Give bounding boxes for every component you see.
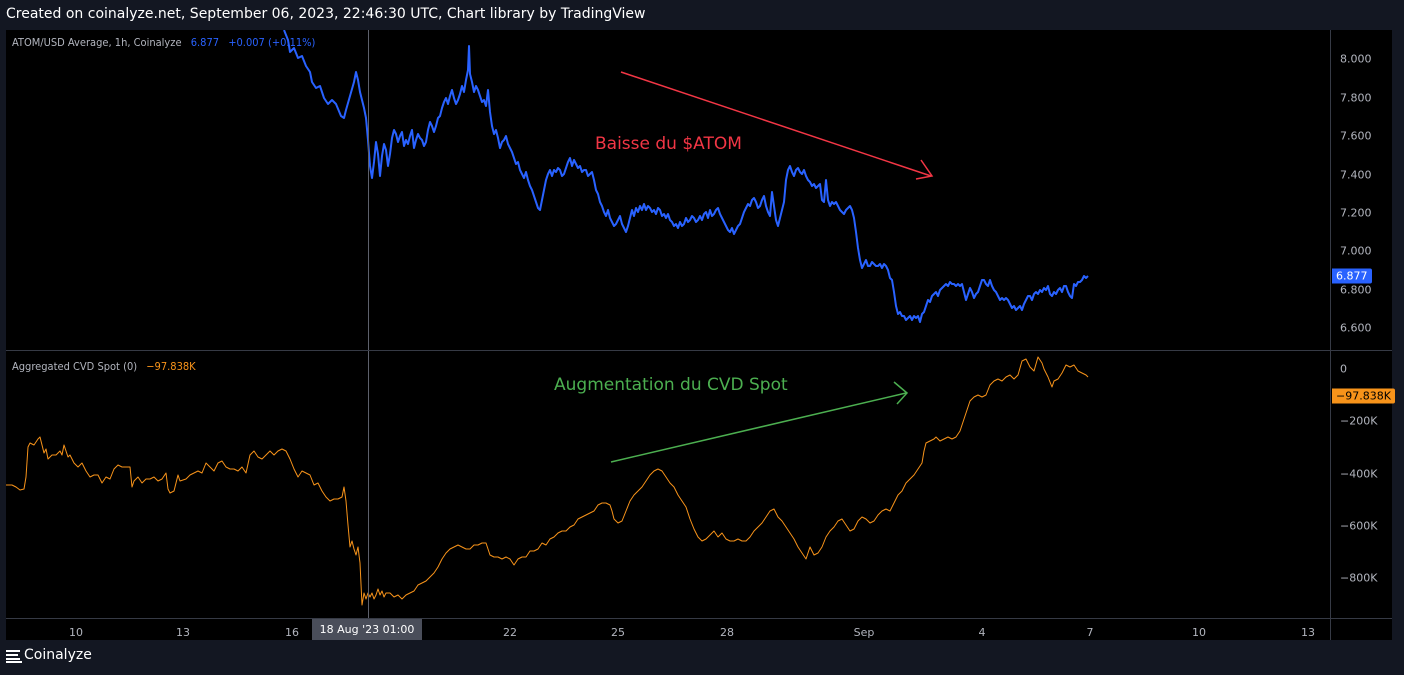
cvd-ytick: 0: [1340, 362, 1347, 376]
time-tick: 25: [611, 626, 625, 639]
time-tick: 13: [1301, 626, 1315, 639]
cvd-ytick: −600K: [1340, 519, 1378, 533]
time-axis-border: [6, 618, 1398, 619]
price-ytick: 7.800: [1340, 91, 1372, 105]
plot-area[interactable]: ATOM/USD Average, 1h, Coinalyze 6.877 +0…: [6, 30, 1330, 618]
price-legend-value: 6.877: [190, 36, 220, 49]
time-tick: 7: [1086, 626, 1094, 639]
cvd-ytick: −200K: [1340, 414, 1378, 428]
pane-separator[interactable]: [6, 350, 1398, 351]
price-ytick: 6.600: [1340, 321, 1372, 335]
cvd-legend-name: Aggregated CVD Spot (0): [12, 360, 138, 373]
price-legend-name: ATOM/USD Average, 1h, Coinalyze: [12, 36, 182, 49]
chart-frame[interactable]: ATOM/USD Average, 1h, Coinalyze 6.877 +0…: [6, 30, 1398, 640]
price-ytick: 7.400: [1340, 168, 1372, 182]
time-tick: 16: [285, 626, 299, 639]
cvd-line: [6, 356, 1089, 606]
cvd-legend[interactable]: Aggregated CVD Spot (0) −97.838K: [12, 360, 196, 373]
price-annotation-text: Baisse du $ATOM: [595, 134, 742, 154]
crosshair-vertical-line: [368, 30, 369, 618]
time-tick: 4: [978, 626, 986, 639]
price-annotation: Baisse du $ATOM: [595, 134, 742, 154]
price-last-value-tag: 6.877: [1332, 268, 1372, 284]
price-pane[interactable]: ATOM/USD Average, 1h, Coinalyze 6.877 +0…: [6, 30, 1330, 350]
cvd-annotation: Augmentation du CVD Spot: [554, 375, 788, 395]
cvd-annotation-text: Augmentation du CVD Spot: [554, 375, 788, 395]
cvd-legend-value: −97.838K: [146, 360, 196, 373]
time-tick: Sep: [853, 626, 875, 639]
coinalyze-logo-icon: [6, 648, 22, 663]
time-tick: 10: [69, 626, 83, 639]
price-ytick: 7.600: [1340, 129, 1372, 143]
time-tick: 28: [720, 626, 734, 639]
time-tick: 10: [1192, 626, 1206, 639]
cvd-last-value-tag: −97.838K: [1332, 388, 1395, 404]
cvd-pane[interactable]: Aggregated CVD Spot (0) −97.838K Augment…: [6, 351, 1330, 618]
cvd-ytick: −400K: [1340, 467, 1378, 481]
footer-brand[interactable]: Coinalyze: [6, 647, 92, 663]
time-tick: 22: [503, 626, 517, 639]
right-edge-strip: [1392, 30, 1398, 640]
cvd-ytick: −800K: [1340, 571, 1378, 585]
price-ytick: 6.800: [1340, 283, 1372, 297]
price-line: [283, 30, 1089, 323]
price-legend[interactable]: ATOM/USD Average, 1h, Coinalyze 6.877 +0…: [12, 36, 315, 49]
time-tick: 13: [176, 626, 190, 639]
price-axis-border: [1330, 30, 1331, 640]
price-ytick: 8.000: [1340, 52, 1372, 66]
footer-brand-name: Coinalyze: [24, 647, 92, 663]
header-title: Created on coinalyze.net, September 06, …: [6, 6, 646, 22]
crosshair-time-label: 18 Aug '23 01:00: [312, 619, 422, 640]
price-ytick: 7.200: [1340, 206, 1372, 220]
chart-header: Created on coinalyze.net, September 06, …: [0, 0, 1404, 28]
price-ytick: 7.000: [1340, 244, 1372, 258]
price-legend-change: +0.007 (+0.11%): [228, 36, 316, 49]
